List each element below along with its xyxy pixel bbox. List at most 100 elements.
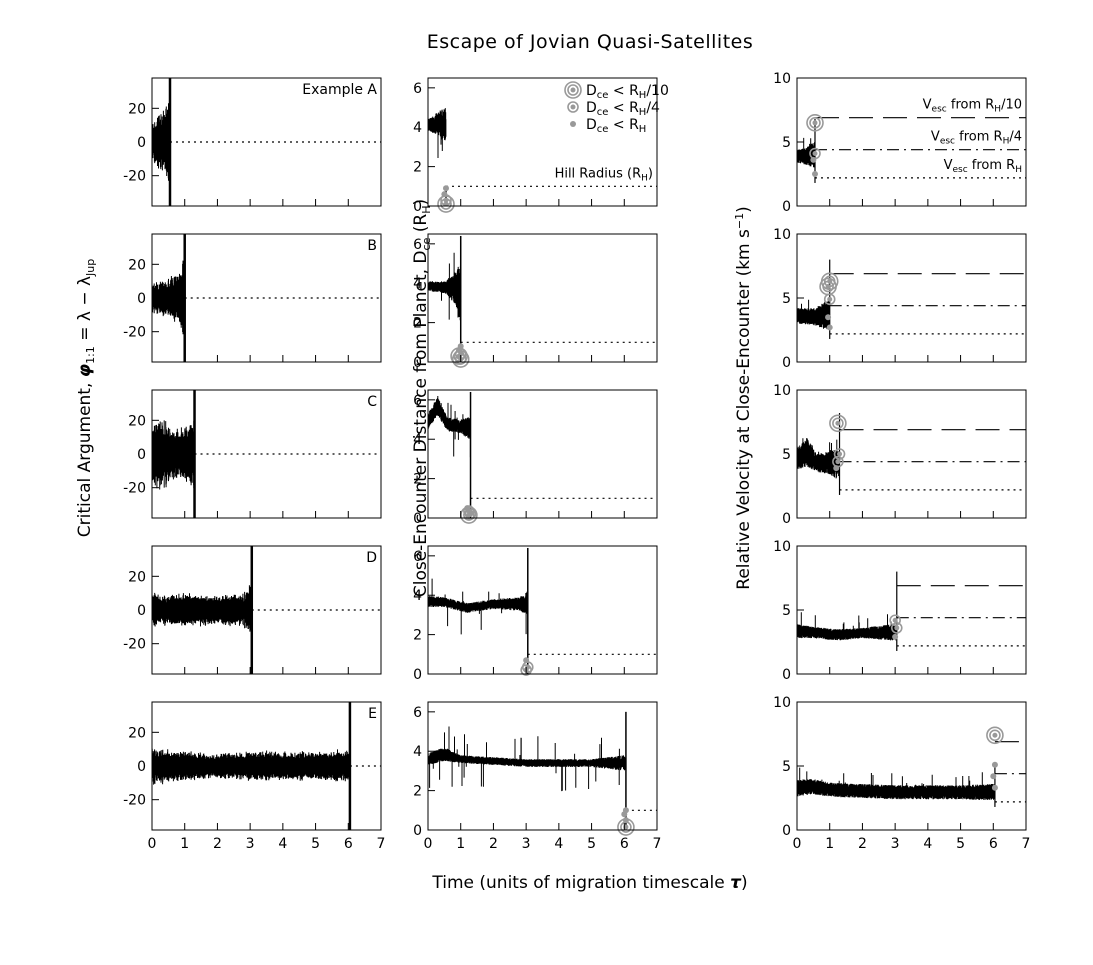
x-tick-label: 4	[923, 836, 932, 852]
panel-d-dce: 0 2 4 6	[413, 545, 658, 683]
y-tick-label: 4	[413, 588, 422, 604]
marker-rh	[991, 784, 998, 791]
signal-vrel	[797, 766, 996, 807]
y-tick-label: 2	[413, 628, 422, 644]
x-tick-label: 0	[424, 836, 433, 852]
marker-rh	[457, 343, 464, 350]
x-tick-label: 5	[956, 836, 965, 852]
x-tick-label: 1	[825, 836, 834, 852]
y-tick-label: 5	[782, 603, 791, 619]
panel-e-phi: -20 0 20 0 1 2 3 4 5 6 7 E	[123, 701, 386, 852]
marker-rh4-core	[837, 451, 843, 457]
panel-e-vrel: 0 5 10 0 1 2 3 4 5 6 7	[773, 695, 1030, 852]
signal-dce	[428, 711, 627, 830]
signal-vrel	[797, 571, 898, 651]
marker-rh	[811, 171, 818, 177]
marker-rh4	[823, 293, 836, 306]
panel-e-dce: 0 2 4 6 0 1 2 3 4 5 6 7	[413, 701, 661, 852]
y-tick-label: 10	[773, 383, 791, 399]
panel-label: B	[367, 238, 377, 254]
legend-entry: Dce < RH	[586, 117, 646, 135]
close-encounter-markers	[806, 114, 824, 177]
marker-rh4-core	[443, 197, 449, 203]
close-encounter-markers	[437, 185, 455, 213]
y-tick-label: 6	[413, 705, 422, 721]
axes-frame	[796, 545, 1027, 675]
marker-rh	[441, 191, 448, 198]
y-tick-label: 0	[782, 823, 791, 839]
marker-rh4-core	[827, 296, 833, 302]
marker-rh	[990, 773, 997, 780]
x-tick-label: 3	[246, 836, 255, 852]
panel-example-a-vrel: 0 5 10 Vesc from RH/10 Vesc from RH/4 Vesc fr…	[773, 71, 1027, 215]
x-tick-label: 0	[148, 836, 157, 852]
panel-b-vrel: 0 5 10	[773, 227, 1027, 371]
marker-rh	[833, 465, 840, 472]
x-tick-label: 2	[489, 836, 498, 852]
close-encounter-markers	[889, 614, 903, 640]
panel-d-vrel: 0 5 10	[773, 539, 1027, 683]
x-tick-label: 2	[213, 836, 222, 852]
marker-rh10	[829, 414, 847, 433]
y-tick-label: 2	[413, 160, 422, 176]
signal-dce	[428, 235, 462, 362]
marker-rh	[892, 633, 899, 640]
marker-rh4-core	[835, 459, 841, 465]
marker-rh	[442, 185, 449, 192]
y-tick-label: 5	[782, 135, 791, 151]
x-tick-label: 4	[278, 836, 287, 852]
vesc-label-bg	[914, 153, 1024, 173]
marker-rh4-core	[812, 151, 818, 157]
y-tick-label: 6	[413, 81, 422, 97]
x-tick-label: 1	[456, 836, 465, 852]
y-tick-label: 0	[782, 667, 791, 683]
hill-radius-label: Hill Radius (RH)	[555, 166, 653, 183]
x-tick-label: 4	[554, 836, 563, 852]
axis-titles: Time (units of migration timescale τ) Cri…	[75, 199, 754, 893]
close-encounter-markers	[617, 807, 635, 836]
marker-rh4	[833, 448, 846, 460]
x-tick-label: 7	[377, 836, 386, 852]
y-axis-title-distance: Close-Encounter Distance from Planet, Dc…	[411, 199, 433, 597]
x-tick-label: 0	[793, 836, 802, 852]
x-tick-label: 6	[344, 836, 353, 852]
chart-title: Escape of Jovian Quasi-Satellites	[427, 31, 754, 53]
marker-rh10-inner	[832, 417, 844, 430]
y-tick-label: 20	[128, 569, 146, 585]
marker-rh	[622, 817, 629, 824]
marker-rh4	[890, 622, 903, 634]
y-tick-label: 0	[782, 199, 791, 215]
panel-label: D	[366, 550, 377, 566]
y-tick-label: 0	[413, 511, 422, 527]
legend-dot	[570, 121, 576, 127]
signal-dce	[428, 108, 447, 206]
y-tick-label: 2	[413, 784, 422, 800]
y-tick-label: 0	[782, 511, 791, 527]
y-tick-label: 4	[413, 744, 422, 760]
y-tick-label: -20	[123, 169, 146, 185]
oscillation-band	[152, 585, 253, 633]
y-tick-label: -20	[123, 481, 146, 497]
panel-c-dce: 0 2 4 6	[413, 389, 658, 527]
panel-b-phi: -20 0 20 B	[123, 233, 382, 363]
y-tick-label: 20	[128, 413, 146, 429]
oscillation-band	[428, 726, 627, 792]
x-tick-label: 6	[989, 836, 998, 852]
oscillation-band	[152, 420, 195, 490]
close-encounter-markers	[460, 505, 478, 524]
y-tick-label: 6	[413, 237, 422, 253]
panel-label: E	[368, 706, 377, 722]
marker-rh	[523, 657, 530, 664]
oscillation-band	[152, 260, 186, 335]
oscillation-band	[797, 612, 898, 641]
marker-rh	[464, 505, 471, 512]
x-tick-label: 5	[311, 836, 320, 852]
y-tick-label: 2	[413, 472, 422, 488]
oscillation-band	[428, 578, 529, 635]
panel-label: C	[367, 394, 377, 410]
y-tick-label: 6	[413, 393, 422, 409]
marker-rh	[825, 314, 832, 321]
y-tick-label: 5	[782, 291, 791, 307]
